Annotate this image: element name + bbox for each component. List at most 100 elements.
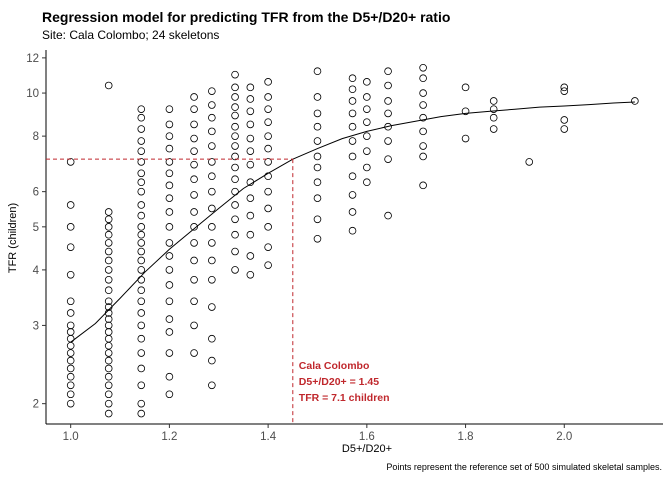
data-point [384, 109, 392, 118]
data-point [264, 243, 272, 251]
data-point [246, 211, 255, 220]
data-point [66, 390, 75, 399]
data-point [231, 163, 239, 172]
data-point [208, 223, 216, 231]
data-point [165, 328, 174, 336]
data-point [461, 134, 470, 143]
data-point [419, 74, 427, 83]
data-point [461, 107, 470, 116]
data-point [137, 247, 146, 256]
data-point [231, 132, 239, 140]
data-point [104, 409, 113, 418]
data-point [313, 234, 322, 243]
data-point [165, 390, 174, 399]
data-point [264, 261, 272, 269]
data-point [190, 134, 198, 143]
data-point [165, 105, 174, 113]
data-point [137, 230, 146, 239]
data-point [165, 315, 174, 323]
data-point [104, 266, 113, 274]
data-point [104, 328, 113, 336]
data-point [190, 256, 198, 265]
data-point [313, 152, 322, 161]
data-point [208, 187, 216, 196]
data-point [489, 113, 498, 122]
data-point [137, 275, 146, 284]
data-point [246, 147, 255, 155]
data-point [231, 70, 239, 79]
x-axis-label: D5+/D20+ [342, 443, 392, 455]
data-point [363, 78, 371, 86]
x-tick-label: 1.6 [359, 431, 375, 443]
x-tick-label: 2.0 [556, 431, 572, 443]
data-point [384, 155, 392, 163]
data-point [264, 132, 272, 140]
data-point [104, 364, 113, 373]
data-point [104, 81, 113, 90]
data-point [231, 111, 239, 120]
data-point [66, 270, 75, 279]
data-point [104, 356, 113, 365]
chart-caption: Points represent the reference set of 50… [386, 462, 662, 472]
data-point [419, 181, 427, 190]
data-point [137, 297, 146, 306]
regression-curve [70, 101, 635, 343]
data-point [313, 109, 322, 118]
data-point [208, 356, 216, 365]
y-axis-label: TFR (children) [7, 203, 19, 273]
data-point [104, 239, 113, 247]
data-point [363, 93, 371, 101]
data-point [137, 125, 146, 133]
data-point [137, 113, 146, 122]
data-point [208, 334, 216, 343]
data-point [313, 178, 322, 187]
data-point [190, 191, 198, 199]
chart-title: Regression model for predicting TFR from… [42, 9, 450, 25]
data-point [104, 321, 113, 330]
data-point [165, 132, 174, 140]
data-point [264, 105, 272, 113]
data-point [246, 194, 255, 202]
data-point [419, 152, 427, 161]
data-point [246, 134, 255, 143]
data-point [348, 208, 357, 216]
data-point [208, 158, 216, 166]
data-point [348, 74, 357, 83]
data-point [165, 239, 174, 247]
data-point [137, 105, 146, 113]
data-point [190, 275, 198, 284]
data-point [313, 137, 322, 145]
data-point [419, 89, 427, 97]
data-point [231, 266, 239, 274]
data-point [137, 178, 146, 187]
data-point [208, 239, 216, 247]
data-point [104, 286, 113, 295]
data-point [190, 208, 198, 216]
data-point [231, 247, 239, 256]
data-point [66, 297, 75, 306]
x-tick-label: 1.4 [260, 431, 277, 443]
data-point [165, 194, 174, 202]
data-point [231, 142, 239, 150]
data-point [348, 172, 357, 181]
data-point [208, 142, 216, 150]
data-point [190, 239, 198, 247]
data-point [104, 381, 113, 390]
data-point [165, 297, 174, 306]
data-point [208, 113, 216, 122]
data-point [104, 215, 113, 224]
annotation-label: Cala Colombo [299, 360, 370, 372]
plot-area: 1.0 1.2 1.4 1.6 1.8 2.0 2 3 4 5 6 8 10 12 Cala Colombo… [26, 50, 663, 443]
data-point [363, 178, 371, 187]
data-point [419, 142, 427, 150]
data-point [137, 309, 146, 317]
y-tick-label: 12 [26, 53, 39, 65]
data-point [489, 125, 498, 133]
data-point [231, 215, 239, 224]
x-tick-label: 1.0 [63, 431, 79, 443]
data-point [190, 321, 198, 330]
data-point [66, 364, 75, 373]
data-point [104, 230, 113, 239]
